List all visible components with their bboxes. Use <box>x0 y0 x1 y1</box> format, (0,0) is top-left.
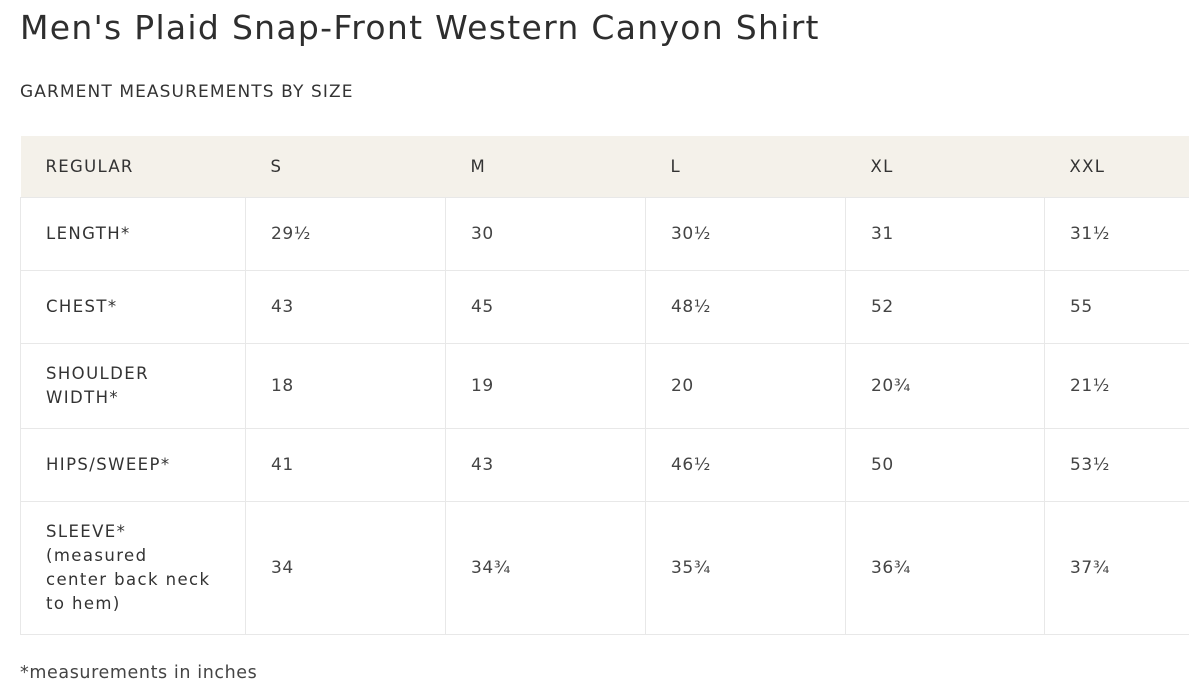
header-size-s: S <box>245 136 446 198</box>
cell-shoulder-xl: 20¾ <box>845 343 1045 429</box>
cell-sleeve-xxl: 37¾ <box>1044 501 1189 635</box>
size-chart-table: REGULAR S M L XL XXL LENGTH* 29½ 30 30½ … <box>20 136 1189 635</box>
cell-hips-xxl: 53½ <box>1044 428 1189 502</box>
header-size-l: L <box>645 136 846 198</box>
row-label-line: to hem) <box>46 594 121 613</box>
table-header-row: REGULAR S M L XL XXL <box>20 136 1189 198</box>
cell-length-m: 30 <box>445 197 646 271</box>
cell-shoulder-l: 20 <box>645 343 846 429</box>
cell-hips-l: 46½ <box>645 428 846 502</box>
measurement-footnote: *measurements in inches <box>20 663 258 683</box>
row-label-line: (measured <box>46 546 148 565</box>
cell-length-s: 29½ <box>245 197 446 271</box>
row-label-line: WIDTH* <box>46 388 120 407</box>
cell-shoulder-s: 18 <box>245 343 446 429</box>
cell-length-xl: 31 <box>845 197 1045 271</box>
table-row-length: LENGTH* 29½ 30 30½ 31 31½ <box>20 197 1189 271</box>
table-row-sleeve: SLEEVE* (measured center back neck to he… <box>20 501 1189 635</box>
row-label-hips-sweep: HIPS/SWEEP* <box>20 428 246 502</box>
cell-chest-xl: 52 <box>845 270 1045 344</box>
row-label-line: SHOULDER <box>46 364 149 383</box>
cell-hips-s: 41 <box>245 428 446 502</box>
header-size-xxl: XXL <box>1044 136 1189 198</box>
row-label-line: SLEEVE* <box>46 522 127 541</box>
header-size-m: M <box>445 136 646 198</box>
header-regular: REGULAR <box>20 136 246 198</box>
row-label-sleeve: SLEEVE* (measured center back neck to he… <box>20 501 246 635</box>
page-title: Men's Plaid Snap-Front Western Canyon Sh… <box>20 8 820 47</box>
header-size-xl: XL <box>845 136 1045 198</box>
row-label-length: LENGTH* <box>20 197 246 271</box>
cell-chest-xxl: 55 <box>1044 270 1189 344</box>
row-label-chest: CHEST* <box>20 270 246 344</box>
cell-length-l: 30½ <box>645 197 846 271</box>
cell-shoulder-m: 19 <box>445 343 646 429</box>
table-row-chest: CHEST* 43 45 48½ 52 55 <box>20 270 1189 344</box>
cell-sleeve-xl: 36¾ <box>845 501 1045 635</box>
cell-chest-l: 48½ <box>645 270 846 344</box>
section-heading: GARMENT MEASUREMENTS BY SIZE <box>20 82 354 102</box>
table-row-shoulder-width: SHOULDER WIDTH* 18 19 20 20¾ 21½ <box>20 343 1189 429</box>
row-label-line: center back neck <box>46 570 211 589</box>
cell-length-xxl: 31½ <box>1044 197 1189 271</box>
cell-sleeve-s: 34 <box>245 501 446 635</box>
cell-sleeve-l: 35¾ <box>645 501 846 635</box>
cell-hips-xl: 50 <box>845 428 1045 502</box>
cell-sleeve-m: 34¾ <box>445 501 646 635</box>
row-label-shoulder-width: SHOULDER WIDTH* <box>20 343 246 429</box>
cell-shoulder-xxl: 21½ <box>1044 343 1189 429</box>
cell-hips-m: 43 <box>445 428 646 502</box>
cell-chest-s: 43 <box>245 270 446 344</box>
table-row-hips-sweep: HIPS/SWEEP* 41 43 46½ 50 53½ <box>20 428 1189 502</box>
cell-chest-m: 45 <box>445 270 646 344</box>
